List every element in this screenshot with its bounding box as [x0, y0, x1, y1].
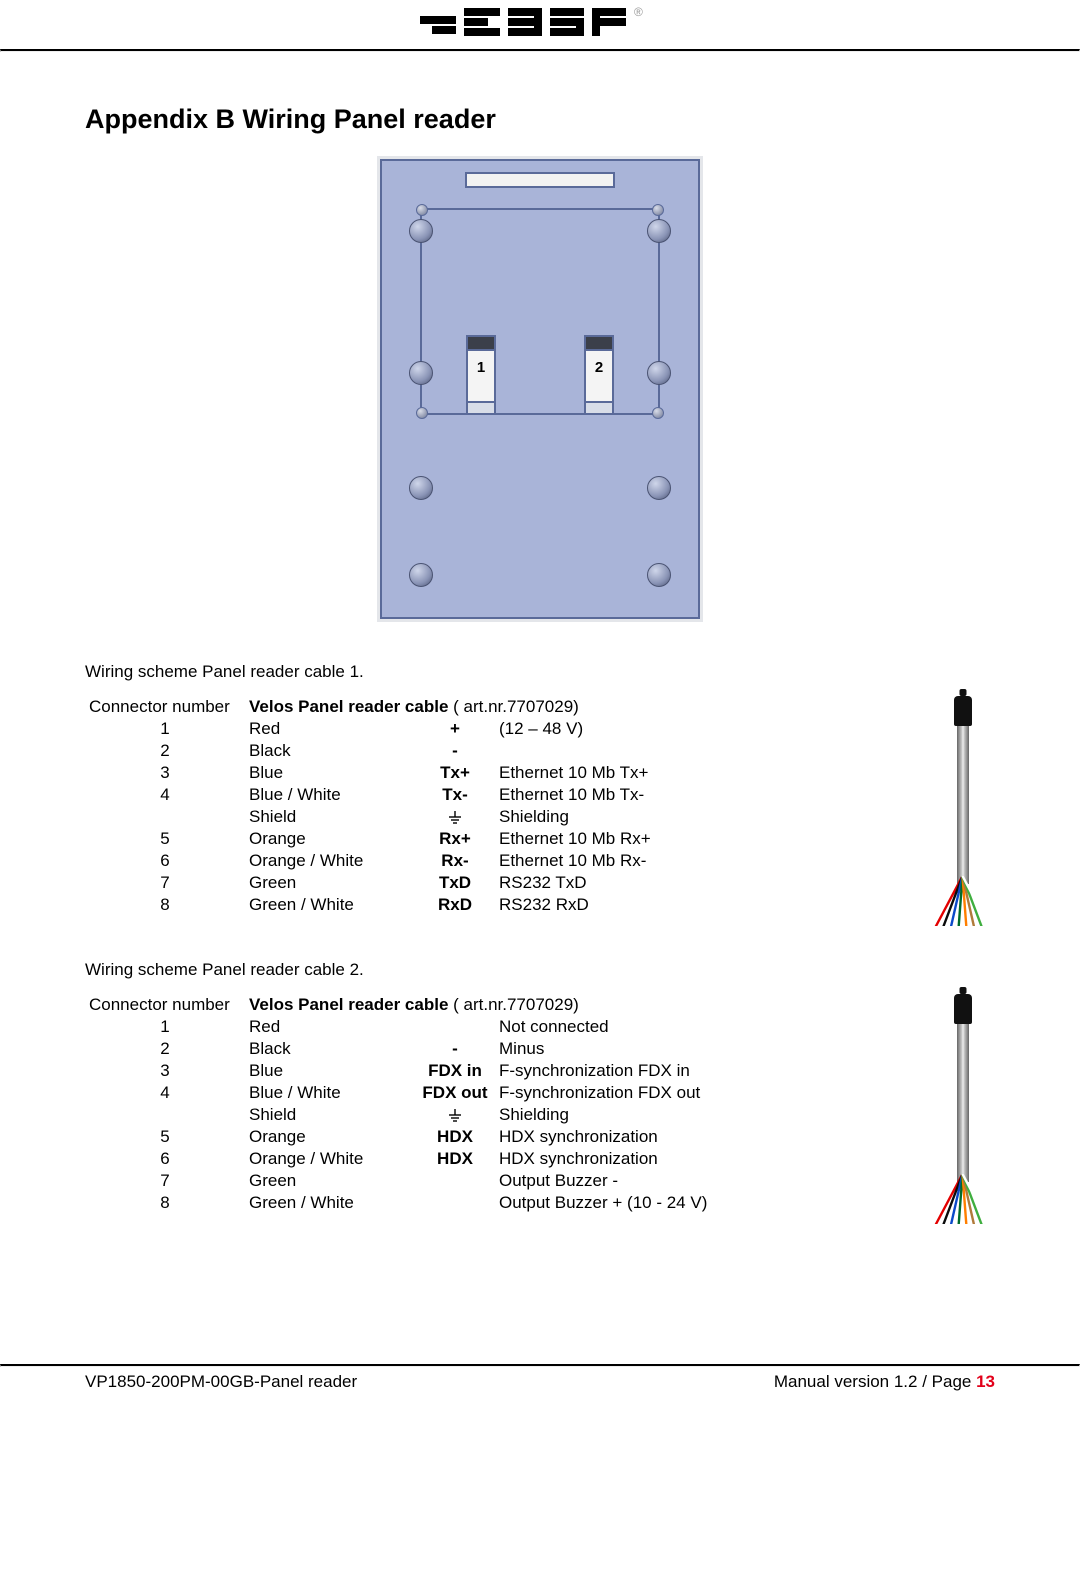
table-row: 4Blue / WhiteFDX outF-synchronization FD…: [85, 1082, 924, 1104]
col-connector-head: Connector number: [85, 696, 245, 718]
wiring-table-2: Connector number Velos Panel reader cabl…: [85, 994, 924, 1214]
figure-cable-2: 2: [584, 335, 614, 415]
table-row: 2Black-Minus: [85, 1038, 924, 1060]
figure-wrap: 1 2: [85, 159, 995, 624]
table-row: 6Orange / WhiteHDXHDX synchronization: [85, 1148, 924, 1170]
table-row: ShieldShielding: [85, 806, 924, 828]
table-row: 1RedNot connected: [85, 1016, 924, 1038]
table-row: 4Blue / WhiteTx-Ethernet 10 Mb Tx-: [85, 784, 924, 806]
table-row: 8Green / WhiteRxDRS232 RxD: [85, 894, 924, 916]
panel-reader-figure: 1 2: [380, 159, 700, 619]
page-body: Appendix B Wiring Panel reader 1 2: [0, 104, 1080, 1364]
svg-text:®: ®: [634, 6, 643, 19]
table-row: 2Black-: [85, 740, 924, 762]
footer-left: VP1850-200PM-00GB-Panel reader: [85, 1372, 357, 1392]
table-row: 3BlueFDX inF-synchronization FDX in: [85, 1060, 924, 1082]
wiring-table-1: Connector number Velos Panel reader cabl…: [85, 696, 924, 916]
section2-caption: Wiring scheme Panel reader cable 2.: [85, 960, 995, 980]
table-row: 7GreenTxDRS232 TxD: [85, 872, 924, 894]
logo: ®: [420, 6, 660, 43]
wiring-block-2: Connector number Velos Panel reader cabl…: [85, 994, 995, 1224]
page-footer: VP1850-200PM-00GB-Panel reader Manual ve…: [0, 1367, 1080, 1392]
table-row: 6Orange / WhiteRx-Ethernet 10 Mb Rx-: [85, 850, 924, 872]
col-connector-head: Connector number: [85, 994, 245, 1016]
appendix-title: Appendix B Wiring Panel reader: [85, 104, 995, 135]
section1-caption: Wiring scheme Panel reader cable 1.: [85, 662, 995, 682]
table-row: 8Green / WhiteOutput Buzzer + (10 - 24 V…: [85, 1192, 924, 1214]
table-row: ShieldShielding: [85, 1104, 924, 1126]
cable-image-2: [930, 994, 995, 1224]
table-row: 7GreenOutput Buzzer -: [85, 1170, 924, 1192]
page-header: ®: [0, 0, 1080, 43]
table-row: 5OrangeHDXHDX synchronization: [85, 1126, 924, 1148]
figure-cable-1: 1: [466, 335, 496, 415]
header-rule: [0, 49, 1080, 52]
cable-image-1: [930, 696, 995, 926]
table-row: 1Red+(12 – 48 V): [85, 718, 924, 740]
table-row: 3BlueTx+Ethernet 10 Mb Tx+: [85, 762, 924, 784]
footer-right: Manual version 1.2 / Page 13: [774, 1372, 995, 1392]
table-row: 5OrangeRx+Ethernet 10 Mb Rx+: [85, 828, 924, 850]
wiring-block-1: Connector number Velos Panel reader cabl…: [85, 696, 995, 926]
